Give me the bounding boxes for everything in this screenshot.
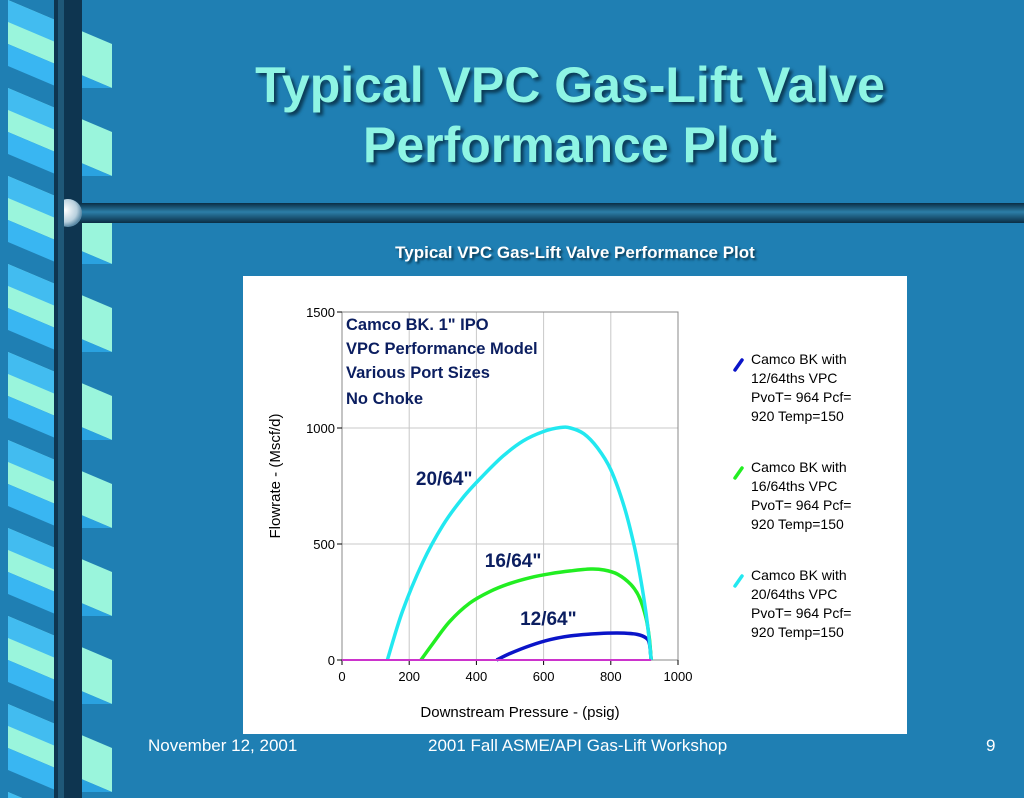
annotation-line: Camco BK. 1" IPO	[346, 316, 489, 334]
series-label-2: 20/64"	[416, 469, 473, 490]
y-axis-label: Flowrate - (Mscf/d)	[267, 413, 284, 538]
legend-entry-text: 920 Temp=150	[751, 408, 844, 424]
performance-chart: 0 200 400 600 800 1000 0 500 1000 1500 Downstream …	[267, 305, 851, 721]
chart-title: Typical VPC Gas-Lift Valve Performance P…	[395, 243, 755, 262]
y-tick-label: 500	[313, 537, 335, 552]
x-tick-label: 200	[398, 669, 420, 684]
legend-swatch	[733, 574, 744, 588]
x-axis-label: Downstream Pressure - (psig)	[420, 704, 619, 721]
footer-page-number: 9	[986, 736, 996, 755]
x-tick-label: 0	[338, 669, 345, 684]
slide-title: Typical VPC Gas-Lift Valve Performance P…	[130, 55, 1010, 175]
series-label-1: 16/64"	[485, 551, 542, 572]
legend-entry-text: 920 Temp=150	[751, 516, 844, 532]
legend-entry-text: Camco BK with	[751, 567, 847, 583]
y-tick-label: 0	[328, 653, 335, 668]
y-tick-label: 1500	[306, 305, 335, 320]
series-label-0: 12/64"	[520, 609, 577, 630]
footer-event: 2001 Fall ASME/API Gas-Lift Workshop	[428, 736, 728, 755]
legend-entry-text: PvoT= 964 Pcf=	[751, 497, 851, 513]
legend-entry-text: Camco BK with	[751, 351, 847, 367]
title-divider	[64, 199, 1024, 227]
slide-title-line2: Performance Plot	[362, 117, 777, 173]
y-tick-label: 1000	[306, 421, 335, 436]
legend-entry-text: 20/64ths VPC	[751, 586, 837, 602]
annotation-line: No Choke	[346, 390, 423, 408]
plot-panel: 0 200 400 600 800 1000 0 500 1000 1500 Downstream …	[243, 276, 907, 734]
legend-entry-text: 920 Temp=150	[751, 624, 844, 640]
annotation-line: VPC Performance Model	[346, 340, 538, 358]
footer-date: November 12, 2001	[148, 736, 298, 755]
x-tick-label: 600	[533, 669, 555, 684]
legend-entry-text: PvoT= 964 Pcf=	[751, 605, 851, 621]
legend-swatch	[733, 358, 744, 372]
legend-swatch	[733, 466, 744, 480]
legend-entry-text: 16/64ths VPC	[751, 478, 837, 494]
x-tick-label: 800	[600, 669, 622, 684]
decorative-ribbon	[0, 0, 112, 798]
series-line-2	[385, 425, 653, 661]
legend-entry-text: Camco BK with	[751, 459, 847, 475]
slide-title-line1: Typical VPC Gas-Lift Valve	[255, 57, 885, 113]
annotation-line: Various Port Sizes	[346, 364, 490, 382]
x-tick-label: 400	[466, 669, 488, 684]
legend-entry-text: 12/64ths VPC	[751, 370, 837, 386]
series-line-0	[495, 631, 653, 662]
series-line-1	[419, 567, 653, 662]
x-tick-label: 1000	[664, 669, 693, 684]
legend-entry-text: PvoT= 964 Pcf=	[751, 389, 851, 405]
